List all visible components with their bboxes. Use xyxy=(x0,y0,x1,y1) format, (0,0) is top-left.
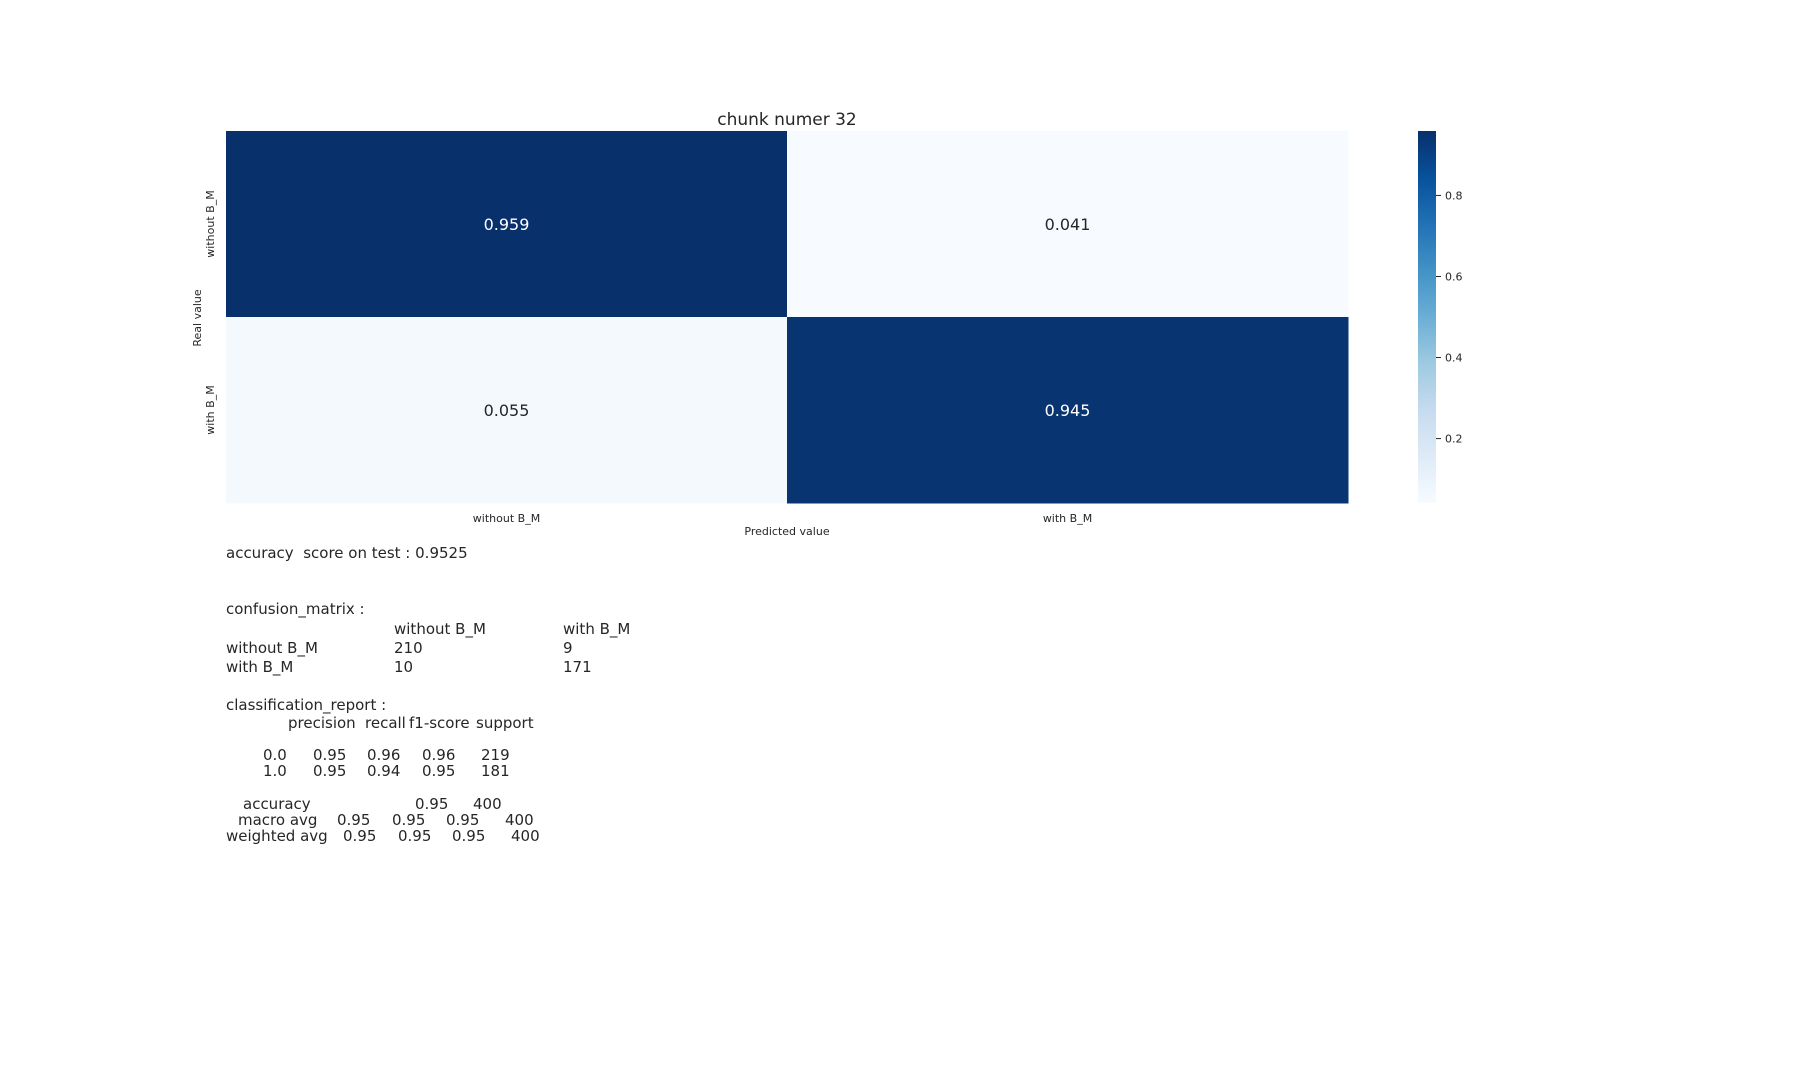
confusion-cell: 10 xyxy=(394,658,414,676)
cell-value-label: 0.041 xyxy=(1045,215,1091,234)
classification-cell: 181 xyxy=(481,762,510,780)
classification-header-cell: f1-score xyxy=(409,714,470,732)
confusion-row-label: with B_M xyxy=(226,658,294,676)
classification-cell: 400 xyxy=(505,811,534,829)
heatmap-cell xyxy=(226,317,788,504)
classification-row-label: 0.0 xyxy=(263,746,287,764)
classification-header-cell: support xyxy=(476,714,534,732)
classification-cell: 400 xyxy=(473,795,502,813)
x-axis-label: Predicted value xyxy=(744,525,829,538)
y-axis-label: Real value xyxy=(191,289,204,346)
confusion-header-cell: without B_M xyxy=(394,620,486,638)
classification-report-title: classification_report : xyxy=(226,696,387,714)
confusion-cell: 210 xyxy=(394,639,423,657)
heatmap-cell xyxy=(787,317,1349,504)
y-tick-label: without B_M xyxy=(204,190,217,257)
classification-summary-label: macro avg xyxy=(238,811,318,829)
y-tick-label: with B_M xyxy=(204,385,217,434)
classification-cell: 0.95 xyxy=(337,811,371,829)
classification-cell: 0.95 xyxy=(422,762,456,780)
confusion-cell: 171 xyxy=(563,658,592,676)
classification-cell: 219 xyxy=(481,746,510,764)
accuracy-line: accuracy score on test : 0.9525 xyxy=(226,544,468,562)
classification-cell: 0.96 xyxy=(367,746,401,764)
classification-cell: 0.95 xyxy=(452,827,486,845)
classification-header-cell: recall xyxy=(365,714,406,732)
cell-value-label: 0.055 xyxy=(484,401,530,420)
chart-title: chunk numer 32 xyxy=(717,110,857,130)
confusion-header-cell: with B_M xyxy=(563,620,631,638)
heatmap-cell xyxy=(787,131,1349,318)
cell-value-label: 0.959 xyxy=(484,215,530,234)
classification-cell: 0.95 xyxy=(415,795,449,813)
heatmap-cell xyxy=(226,131,788,318)
classification-summary-label: accuracy xyxy=(243,795,311,813)
colorbar-tick-label: 0.2 xyxy=(1445,433,1463,446)
classification-header-cell: precision xyxy=(288,714,356,732)
classification-cell: 0.95 xyxy=(398,827,432,845)
classification-cell: 0.95 xyxy=(446,811,480,829)
classification-cell: 400 xyxy=(511,827,540,845)
classification-cell: 0.95 xyxy=(313,762,347,780)
confusion-row-label: without B_M xyxy=(226,639,318,657)
x-tick-label: without B_M xyxy=(473,512,540,525)
classification-cell: 0.96 xyxy=(422,746,456,764)
confusion-cell: 9 xyxy=(563,639,573,657)
confusion-matrix-title: confusion_matrix : xyxy=(226,600,365,618)
classification-cell: 0.95 xyxy=(313,746,347,764)
classification-cell: 0.94 xyxy=(367,762,401,780)
colorbar-tick-label: 0.8 xyxy=(1445,189,1463,202)
classification-row-label: 1.0 xyxy=(263,762,287,780)
x-tick-label: with B_M xyxy=(1043,512,1092,525)
classification-cell: 0.95 xyxy=(392,811,426,829)
colorbar-tick-label: 0.6 xyxy=(1445,270,1463,283)
colorbar xyxy=(1418,131,1436,503)
cell-value-label: 0.945 xyxy=(1045,401,1091,420)
colorbar-tick-label: 0.4 xyxy=(1445,352,1463,365)
classification-summary-label: weighted avg xyxy=(226,827,328,845)
classification-cell: 0.95 xyxy=(343,827,377,845)
